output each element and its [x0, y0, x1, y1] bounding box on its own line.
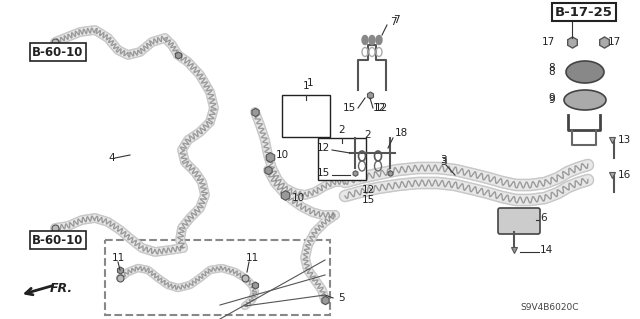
- Text: 12: 12: [362, 185, 375, 195]
- Text: 17: 17: [608, 37, 621, 47]
- Text: 14: 14: [540, 245, 553, 255]
- Ellipse shape: [376, 35, 382, 44]
- Text: 11: 11: [112, 253, 125, 263]
- Ellipse shape: [369, 35, 375, 44]
- Text: B-60-10: B-60-10: [32, 234, 83, 247]
- Text: 1: 1: [303, 81, 309, 91]
- Text: 9: 9: [548, 95, 555, 105]
- FancyBboxPatch shape: [498, 208, 540, 234]
- Text: 11: 11: [246, 253, 259, 263]
- Text: 12: 12: [373, 103, 387, 113]
- Text: 9: 9: [548, 93, 555, 103]
- Text: 12: 12: [375, 103, 388, 113]
- Text: 12: 12: [317, 143, 330, 153]
- Text: FR.: FR.: [50, 281, 73, 294]
- Text: 13: 13: [618, 135, 631, 145]
- Text: S9V4B6020C: S9V4B6020C: [520, 303, 579, 313]
- Text: 15: 15: [343, 103, 356, 113]
- Text: 10: 10: [276, 150, 289, 160]
- Bar: [318, 138, 366, 180]
- Text: 15: 15: [317, 168, 330, 178]
- Ellipse shape: [566, 61, 604, 83]
- Bar: [105, 240, 330, 315]
- Text: 10: 10: [292, 193, 305, 203]
- Text: 4: 4: [108, 153, 115, 163]
- Text: 3: 3: [440, 155, 447, 165]
- Text: 7: 7: [393, 15, 399, 25]
- Text: 2: 2: [365, 130, 371, 140]
- Text: 8: 8: [548, 63, 555, 73]
- Text: 1: 1: [307, 78, 314, 88]
- Text: B-17-25: B-17-25: [555, 5, 613, 19]
- Text: 16: 16: [618, 170, 631, 180]
- Text: 2: 2: [339, 125, 346, 135]
- Text: 5: 5: [338, 293, 344, 303]
- Text: 6: 6: [540, 213, 547, 223]
- Text: 17: 17: [541, 37, 555, 47]
- Ellipse shape: [362, 35, 368, 44]
- Text: 7: 7: [390, 17, 397, 27]
- Text: 3: 3: [440, 157, 447, 167]
- Bar: [282, 95, 330, 137]
- Ellipse shape: [564, 90, 606, 110]
- Text: 8: 8: [548, 67, 555, 77]
- Text: B-60-10: B-60-10: [32, 46, 83, 58]
- Text: 15: 15: [362, 195, 375, 205]
- Text: 18: 18: [395, 128, 408, 138]
